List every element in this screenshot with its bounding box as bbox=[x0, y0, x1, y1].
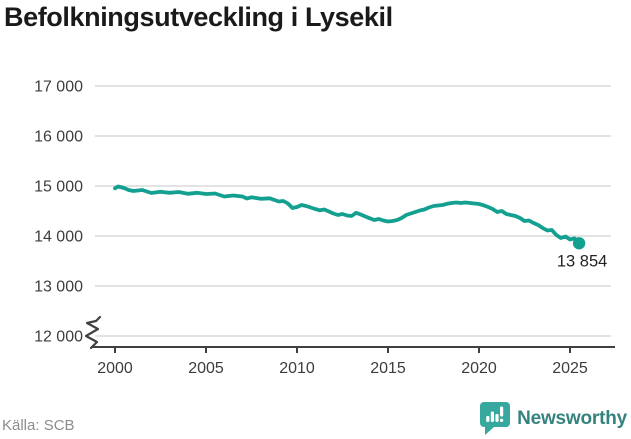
x-tick-label: 2000 bbox=[97, 360, 133, 377]
newsworthy-wordmark: Newsworthy bbox=[517, 407, 627, 429]
y-tick-label: 15 000 bbox=[34, 179, 83, 196]
chart-title: Befolkningsutveckling i Lysekil bbox=[4, 2, 393, 32]
y-tick-label: 14 000 bbox=[34, 229, 83, 246]
axis-break-icon bbox=[84, 315, 102, 350]
newsworthy-bar-chart-bubble-icon bbox=[480, 402, 511, 435]
x-tick-label: 2005 bbox=[188, 360, 224, 377]
x-tick-label: 2025 bbox=[552, 360, 588, 377]
x-tick-label: 2010 bbox=[279, 360, 315, 377]
y-tick-label: 13 000 bbox=[34, 279, 83, 296]
last-point-marker bbox=[572, 237, 586, 250]
y-tick-label: 12 000 bbox=[34, 329, 83, 346]
x-tick-label: 2020 bbox=[461, 360, 497, 377]
y-tick-label: 16 000 bbox=[34, 129, 83, 146]
last-point-value-label: 13 854 bbox=[557, 252, 607, 270]
population-line-series bbox=[113, 184, 581, 246]
x-tick-label: 2015 bbox=[370, 360, 406, 377]
newsworthy-logo: Newsworthy bbox=[480, 402, 627, 435]
source-label: Källa: SCB bbox=[2, 417, 75, 434]
y-tick-label: 17 000 bbox=[34, 79, 83, 96]
